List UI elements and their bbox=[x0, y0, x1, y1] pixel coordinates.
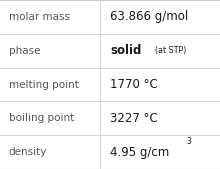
Text: solid: solid bbox=[110, 44, 141, 57]
Text: 4.95 g/cm: 4.95 g/cm bbox=[110, 146, 169, 159]
Text: 63.866 g/mol: 63.866 g/mol bbox=[110, 10, 188, 23]
Text: (at STP): (at STP) bbox=[150, 46, 187, 55]
Text: 3227 °C: 3227 °C bbox=[110, 112, 158, 125]
Text: 1770 °C: 1770 °C bbox=[110, 78, 158, 91]
Text: melting point: melting point bbox=[9, 79, 79, 90]
Text: boiling point: boiling point bbox=[9, 113, 74, 123]
Text: molar mass: molar mass bbox=[9, 12, 70, 22]
Text: phase: phase bbox=[9, 46, 40, 56]
Text: density: density bbox=[9, 147, 47, 157]
Text: 3: 3 bbox=[187, 137, 191, 147]
